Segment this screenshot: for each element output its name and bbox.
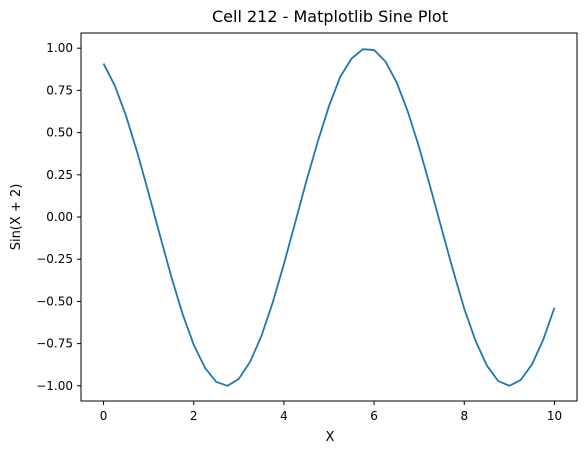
series-line xyxy=(102,48,556,387)
x-tick-label: 6 xyxy=(370,409,378,423)
chart-title: Cell 212 - Matplotlib Sine Plot xyxy=(212,7,448,26)
y-tick-label: 0.25 xyxy=(46,168,73,182)
x-tick-label: 2 xyxy=(190,409,198,423)
x-axis-label: X xyxy=(326,430,335,445)
y-tick-label: −0.50 xyxy=(36,294,73,308)
y-tick-label: 0.00 xyxy=(46,210,73,224)
y-tick-label: −1.00 xyxy=(36,379,73,393)
y-tick-label: −0.25 xyxy=(36,252,73,266)
y-axis-label: Sin(X + 2) xyxy=(9,184,24,251)
y-tick-label: 0.75 xyxy=(46,83,73,97)
x-tick-label: 0 xyxy=(100,409,108,423)
x-tick-label: 10 xyxy=(547,409,562,423)
y-tick-label: 0.50 xyxy=(46,126,73,140)
x-tick-label: 4 xyxy=(280,409,288,423)
x-ticks: 0 2 4 6 8 10 xyxy=(100,401,562,423)
y-tick-label: −0.75 xyxy=(36,337,73,351)
y-ticks: 1.00 0.75 0.50 0.25 0.00 −0.25 −0.50 −0.75 −1.00 xyxy=(36,41,81,393)
x-tick-label: 8 xyxy=(460,409,468,423)
y-tick-label: 1.00 xyxy=(46,41,73,55)
